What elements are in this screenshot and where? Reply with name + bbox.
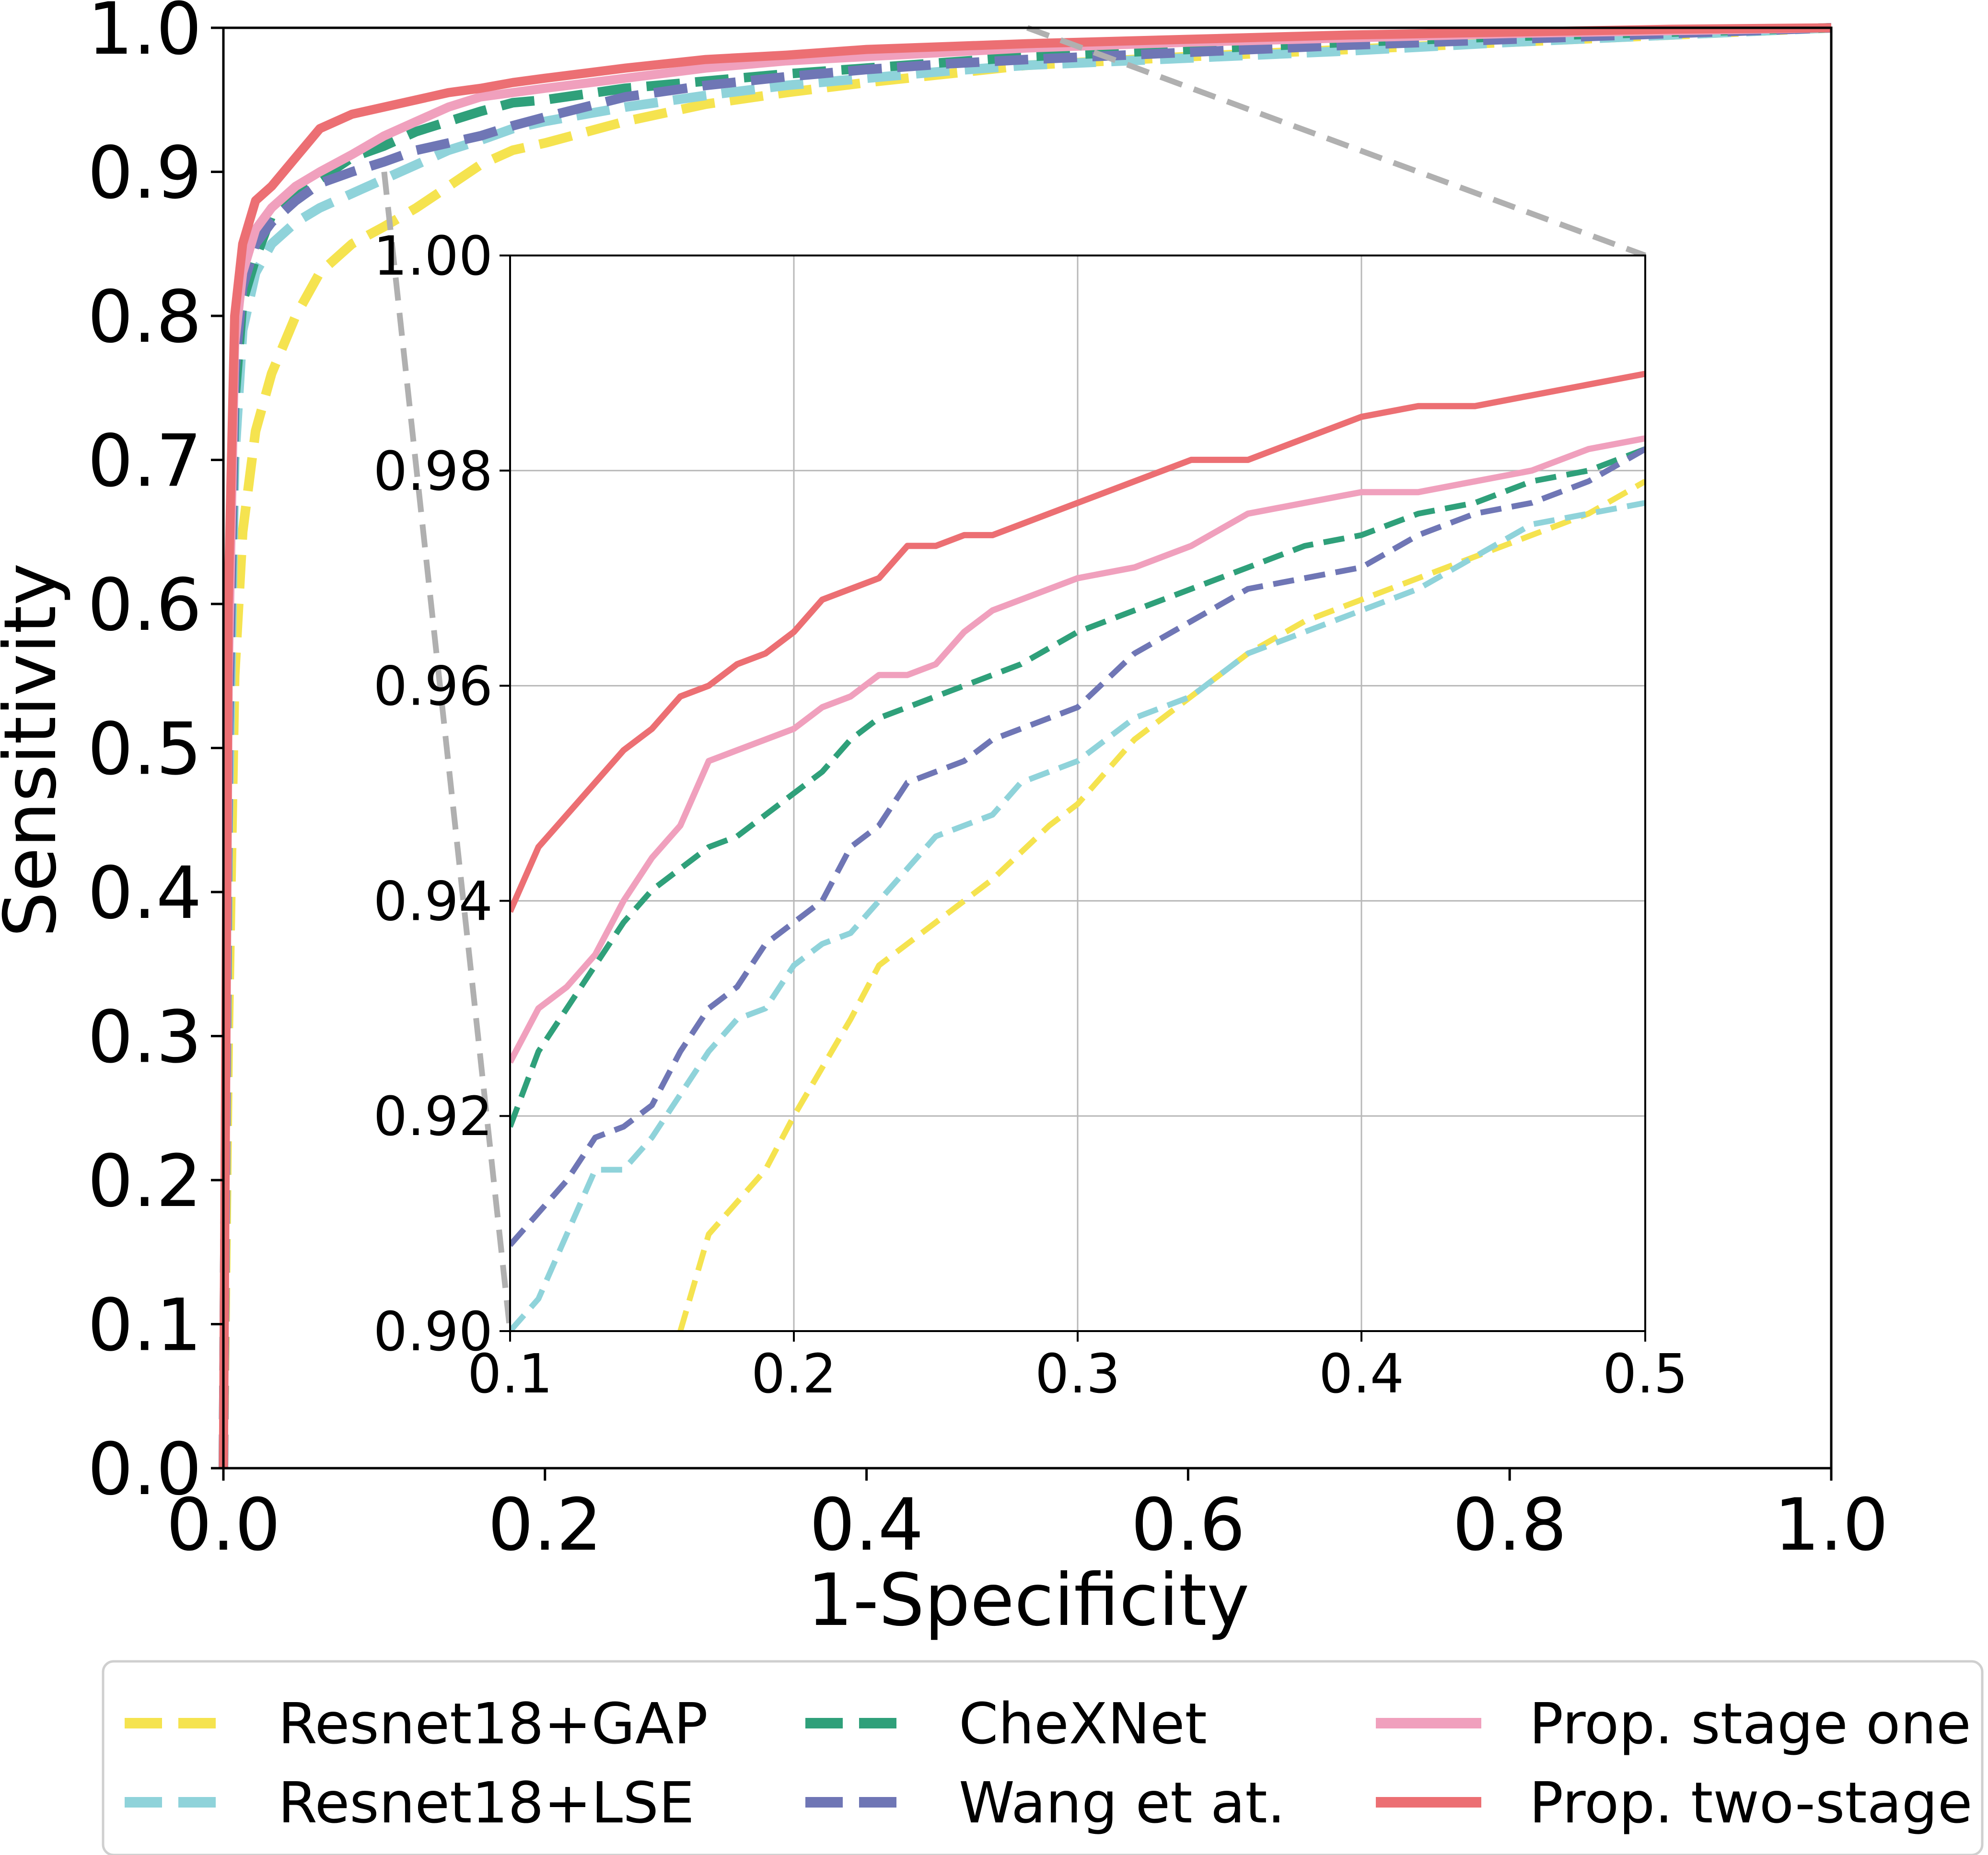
main-y-tick-label: 0.6: [87, 564, 202, 647]
inset-x-tick-label: 0.1: [467, 1343, 553, 1405]
legend-label: Prop. two-stage: [1529, 1770, 1972, 1836]
main-plot-series: [219, 23, 1832, 1469]
main-series-line-wang-et-at: [219, 23, 1832, 1469]
legend-item-prop-stage-one: Prop. stage one: [1376, 1691, 1971, 1757]
legend-label: Wang et at.: [959, 1770, 1285, 1836]
main-y-tick-label: 0.8: [87, 276, 202, 359]
inset-y-tick-label: 0.94: [373, 870, 493, 933]
inset-x-tick-label: 0.4: [1319, 1343, 1404, 1405]
x-axis-label: 1-Specificity: [807, 1559, 1250, 1642]
inset-series-line-resnet18-lse: [510, 500, 1645, 1331]
inset-series-line-chexnet: [510, 446, 1645, 1128]
inset-y-tick-label: 1.00: [373, 225, 493, 288]
main-y-tick-label: 0.2: [87, 1140, 202, 1223]
legend-item-resnet18-lse: Resnet18+LSE: [125, 1770, 695, 1836]
main-x-tick-label: 0.6: [1131, 1484, 1245, 1567]
inset-y-tick-label: 0.92: [373, 1086, 493, 1148]
inset-y-tick-label: 0.96: [373, 656, 493, 718]
zoom-connector-left: [381, 171, 513, 1332]
inset-y-tick-label: 0.90: [373, 1301, 493, 1363]
inset-series-line-wang-et-at: [510, 446, 1645, 1247]
legend-item-resnet18-gap: Resnet18+GAP: [125, 1691, 708, 1757]
main-y-tick-label: 0.7: [87, 420, 202, 503]
legend-label: Resnet18+LSE: [278, 1770, 695, 1836]
inset-x-tick-label: 0.5: [1603, 1343, 1688, 1405]
chart-legend: Resnet18+GAP Resnet18+LSE CheXNet Wang et a…: [102, 1660, 1984, 1855]
main-x-tick-label: 0.4: [809, 1484, 924, 1567]
main-x-tick-label: 0.0: [166, 1484, 281, 1567]
main-plot-axes: 0.0 0.2 0.4 0.6 0.8 1.0 0.0 0.1 0.2 0.3 0.4 0.5 0.6 0…: [87, 0, 1888, 1567]
legend-item-chexnet: CheXNet: [805, 1691, 1207, 1757]
main-y-tick-label: 0.5: [87, 708, 202, 791]
legend-item-prop-two-stage: Prop. two-stage: [1376, 1770, 1972, 1836]
inset-series: [510, 371, 1645, 1331]
main-y-tick-label: 0.4: [87, 852, 202, 935]
inset-y-tick-label: 0.98: [373, 441, 493, 503]
main-series-line-resnet18-gap: [219, 23, 1832, 1469]
main-x-tick-label: 0.8: [1453, 1484, 1567, 1567]
inset-series-line-prop-two-stage: [510, 371, 1645, 913]
inset-zoom-plot: 0.1 0.2 0.3 0.4 0.5 0.90 0.92 0.94 0.96 0.98 1.00: [373, 225, 1688, 1405]
inset-x-tick-label: 0.2: [751, 1343, 837, 1405]
main-series-line-prop-two-stage: [219, 23, 1832, 1469]
main-x-tick-label: 1.0: [1774, 1484, 1889, 1567]
zoom-connector-lines: [381, 25, 1647, 1332]
main-y-tick-label: 1.0: [87, 0, 202, 71]
legend-box: [102, 1660, 1984, 1855]
main-y-tick-label: 0.9: [87, 132, 202, 215]
main-x-tick-label: 0.2: [488, 1484, 603, 1567]
y-axis-label: Sensitivity: [0, 563, 72, 938]
zoom-connector-right: [1026, 25, 1647, 258]
inset-x-tick-label: 0.3: [1035, 1343, 1120, 1405]
legend-label: Resnet18+GAP: [278, 1691, 708, 1757]
legend-item-wang-et-at: Wang et at.: [805, 1770, 1285, 1836]
inset-series-line-prop-stage-one: [510, 435, 1645, 1064]
main-y-tick-label: 0.1: [87, 1284, 202, 1368]
legend-label: CheXNet: [959, 1691, 1207, 1757]
main-y-tick-label: 0.3: [87, 996, 202, 1079]
main-y-tick-label: 0.0: [87, 1428, 202, 1511]
legend-label: Prop. stage one: [1529, 1691, 1971, 1757]
